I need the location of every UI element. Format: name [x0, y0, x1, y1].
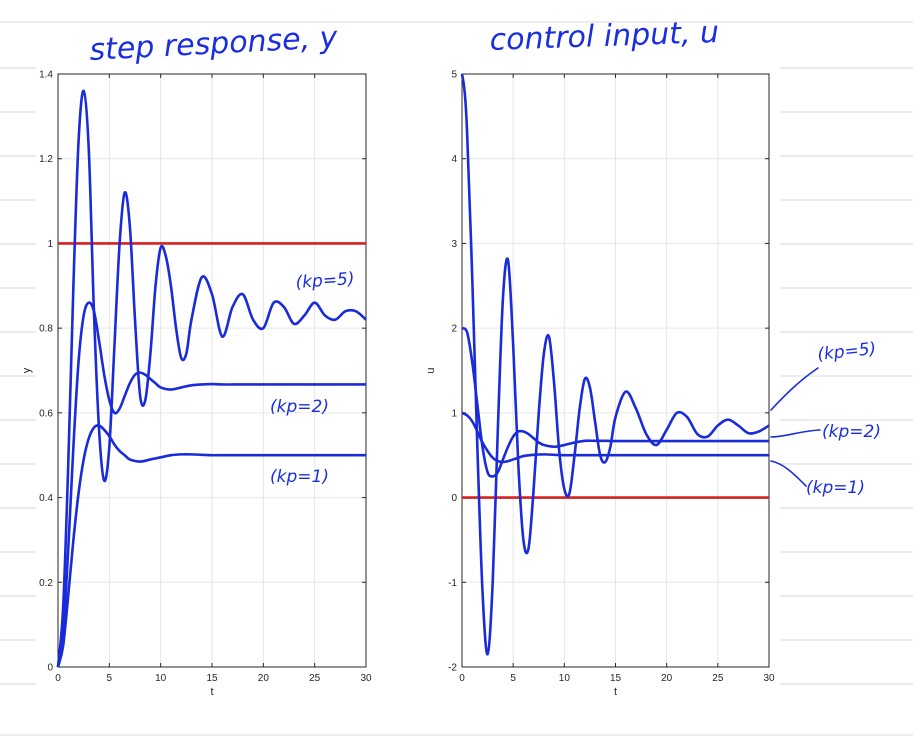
left-x-tick-label: 15 [206, 673, 218, 684]
left-x-tick-label: 0 [55, 673, 61, 684]
step-response-chart: 0 5 10 15 20 25 30 0 0.2 0.4 0.6 0.8 1 1.2 1.4 t y [21, 70, 372, 699]
right-x-tick-label: 20 [661, 673, 673, 684]
left-series-kp1 [56, 424, 366, 668]
control-input-chart: 0 5 10 15 20 25 30 -2 -1 0 1 2 3 4 5 t u [425, 70, 775, 699]
leader-kp1-ink [770, 460, 807, 487]
right-annotation-kp5: (kp=5) [816, 339, 877, 365]
left-y-axis-label: y [21, 367, 33, 373]
right-y-tick-label: 5 [451, 70, 457, 81]
right-series-kp2 [461, 326, 769, 478]
left-y-tick-label: 0.2 [39, 578, 53, 589]
right-handwritten-title: control input, u [489, 15, 720, 58]
right-y-tick-label: 2 [451, 324, 457, 335]
right-annotation-kp1: (kp=1) [806, 478, 865, 498]
right-x-tick-label: 0 [459, 673, 465, 684]
right-y-tick-label: 3 [451, 239, 457, 250]
left-annotation-kp1: (kp=1) [270, 467, 329, 487]
right-y-tick-label: -2 [448, 663, 457, 674]
right-series-kp5 [460, 73, 770, 656]
left-y-tick-label: 0.8 [39, 324, 53, 335]
right-annotation-kp2: (kp=2) [822, 422, 881, 442]
left-y-tick-label: 0.6 [39, 408, 53, 419]
left-x-tick-label: 5 [107, 673, 113, 684]
right-y-tick-label: 0 [451, 493, 457, 504]
left-handwritten-title: step response, y [89, 20, 340, 68]
left-series-kp2 [56, 301, 366, 668]
right-y-axis-label: u [425, 367, 437, 373]
left-y-tick-label: 1.2 [39, 154, 53, 165]
leader-kp5-ink [770, 367, 819, 411]
right-x-tick-label: 25 [712, 673, 724, 684]
left-y-tick-label: 0 [47, 663, 53, 674]
right-x-tick-label: 15 [610, 673, 622, 684]
left-annotation-kp2: (kp=2) [270, 397, 329, 417]
left-series-kp5 [56, 89, 367, 668]
left-annotation-kp5: (kp=5) [295, 269, 355, 293]
left-x-tick-label: 10 [155, 673, 167, 684]
right-x-tick-label: 5 [510, 673, 516, 684]
left-y-tick-label: 1.4 [39, 70, 53, 81]
left-x-tick-label: 30 [360, 673, 372, 684]
leader-kp2-ink [770, 429, 821, 438]
left-x-axis-label: t [210, 686, 213, 698]
left-y-tick-label: 1 [47, 239, 53, 250]
left-x-tick-label: 20 [258, 673, 270, 684]
right-x-tick-label: 30 [763, 673, 775, 684]
left-x-tick-label: 25 [309, 673, 321, 684]
right-y-tick-label: 1 [451, 408, 457, 419]
right-y-tick-label: 4 [451, 154, 457, 165]
right-y-tick-label: -1 [448, 578, 457, 589]
right-series-kp1 [461, 411, 769, 464]
right-x-axis-label: t [614, 686, 617, 698]
left-y-tick-label: 0.4 [39, 493, 53, 504]
notebook-lines [0, 67, 913, 685]
right-x-tick-label: 10 [559, 673, 571, 684]
